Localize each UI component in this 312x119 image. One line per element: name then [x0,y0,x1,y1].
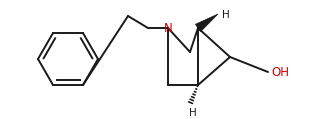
Text: H: H [189,108,197,118]
Polygon shape [195,14,218,32]
Text: OH: OH [271,65,289,79]
Text: H: H [222,10,230,20]
Text: N: N [163,22,172,35]
